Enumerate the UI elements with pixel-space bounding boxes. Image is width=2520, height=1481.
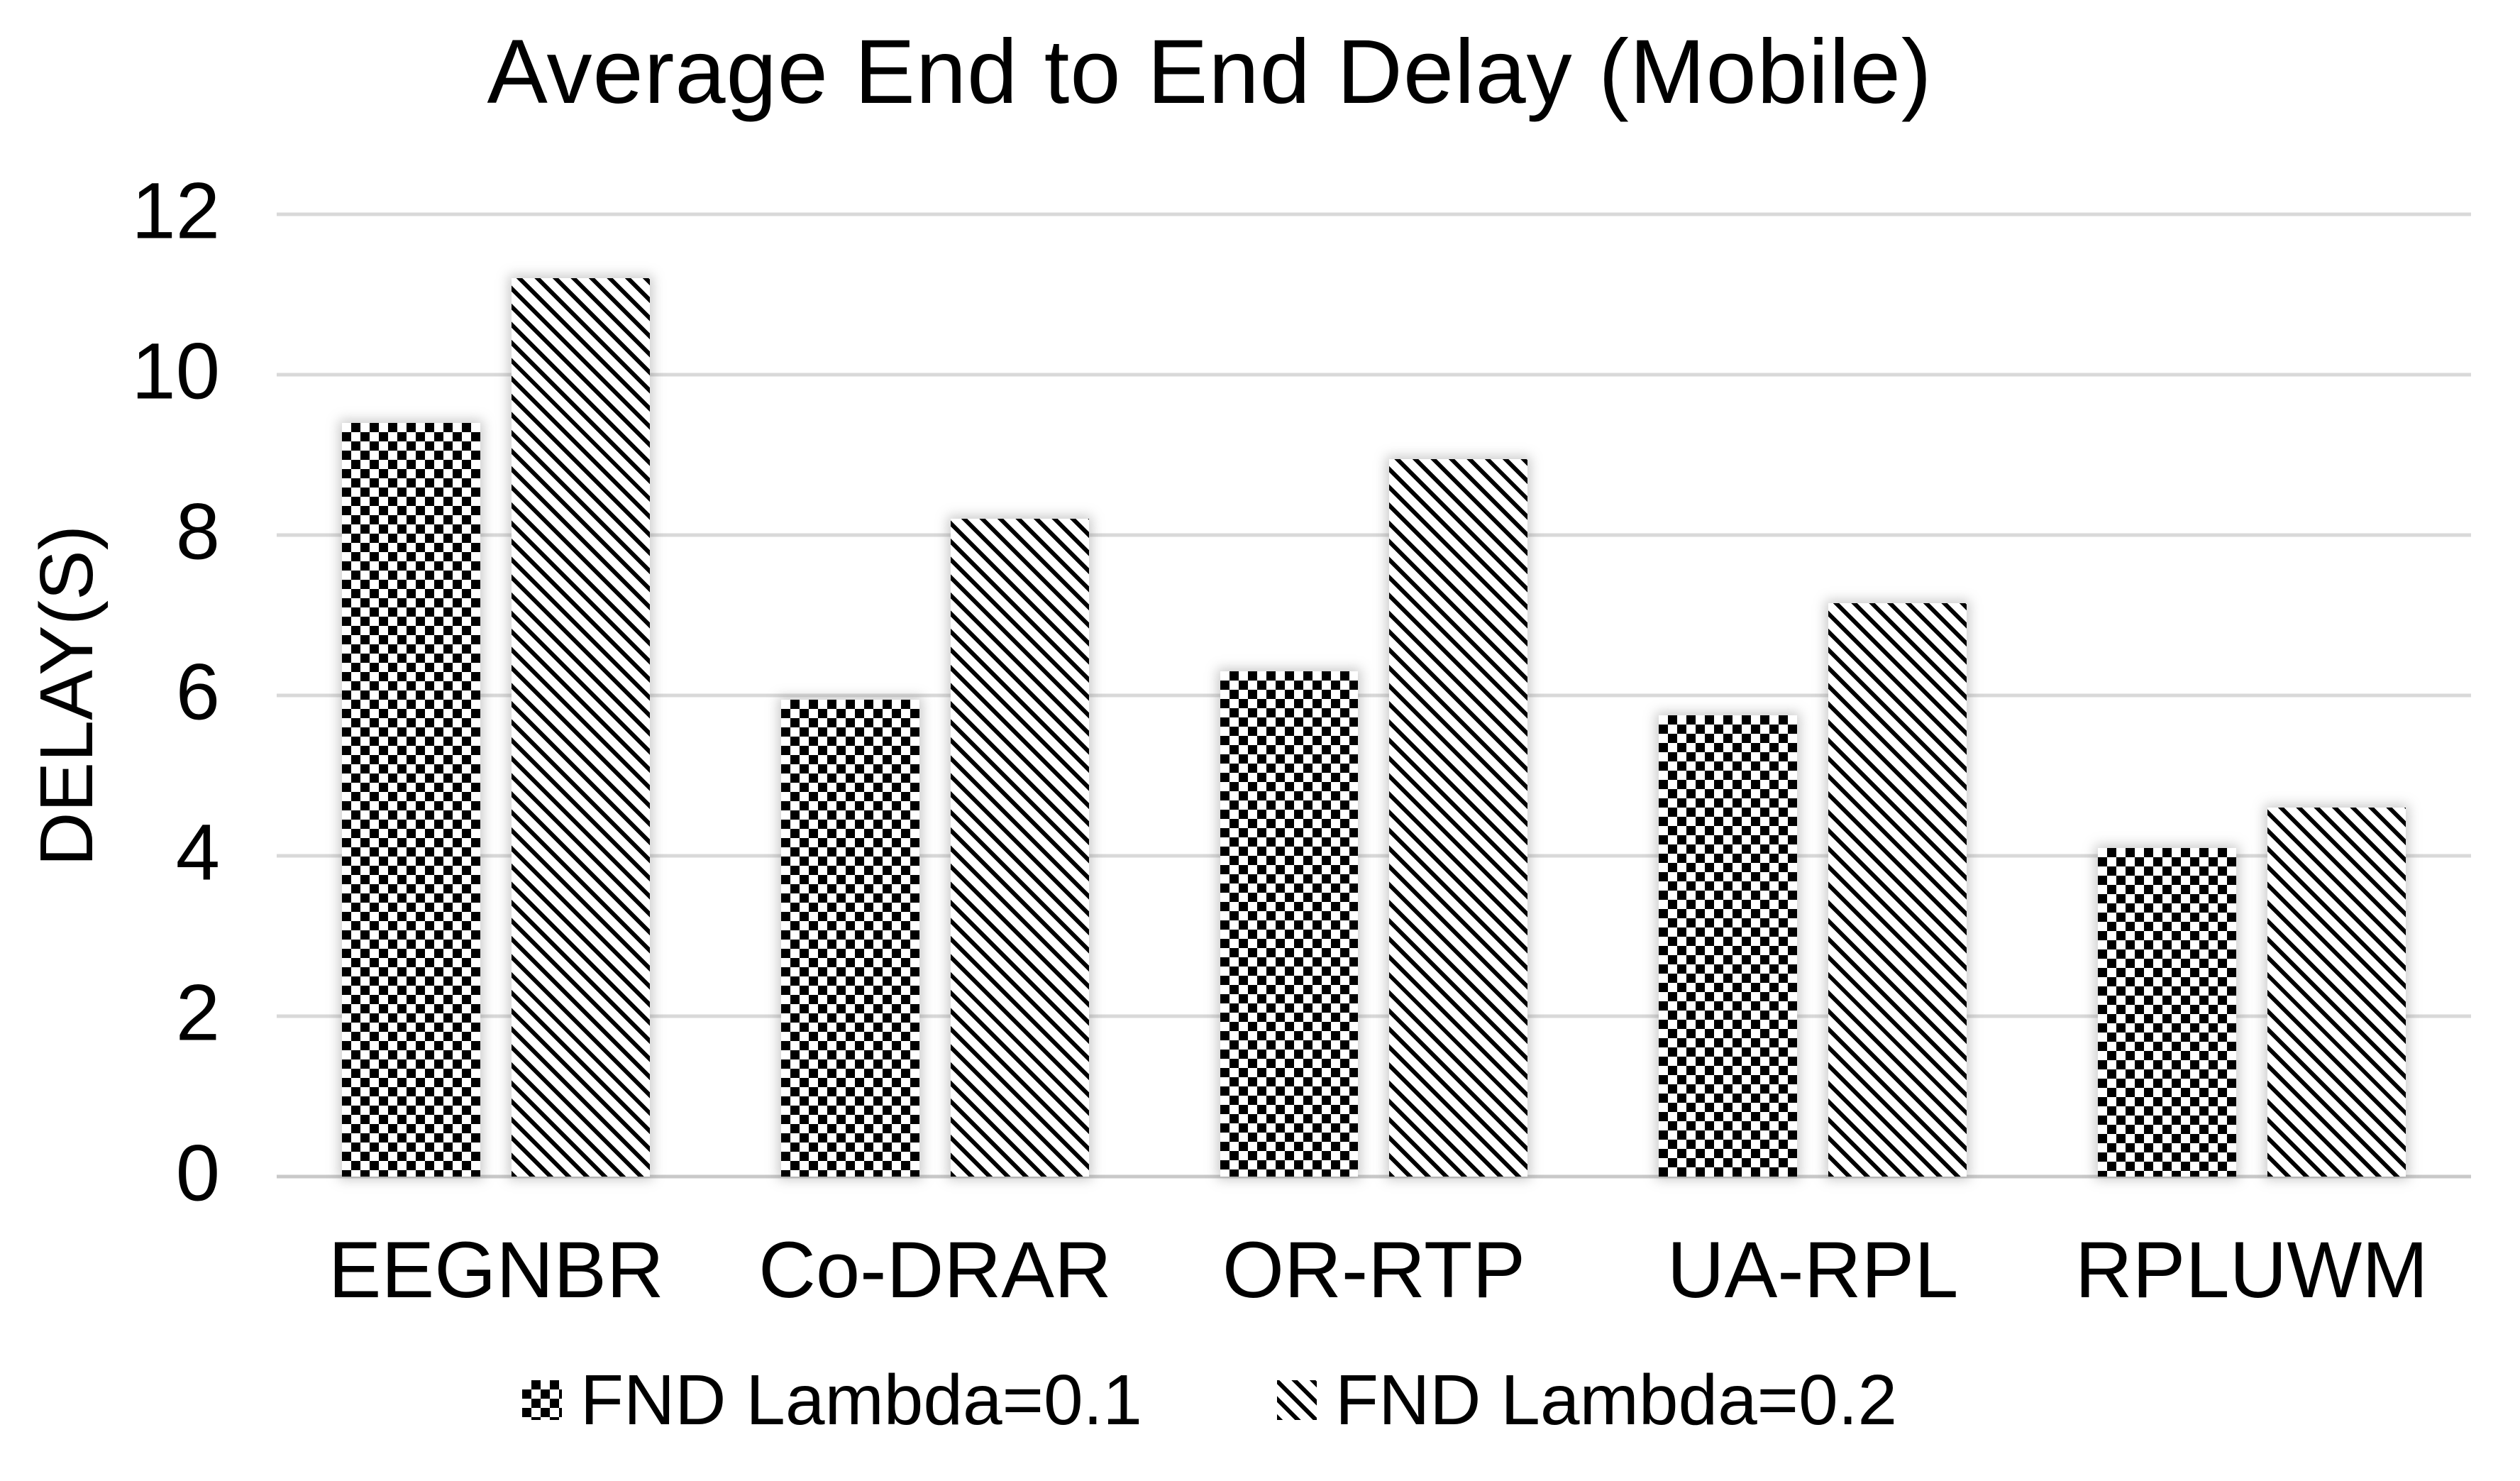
y-tick-label-10: 10 xyxy=(131,326,220,416)
bar-or-rtp-fnd-lambda-0.1 xyxy=(1220,671,1359,1177)
bar-group-ua-rpl xyxy=(1593,214,2033,1177)
y-tick-label-8: 8 xyxy=(175,487,220,576)
bar-or-rtp-fnd-lambda-0.2 xyxy=(1389,458,1528,1177)
bar-co-drar-fnd-lambda-0.1 xyxy=(781,699,919,1177)
legend-item-diagonal-stripes: FND Lambda=0.2 xyxy=(1277,1361,1897,1439)
checkered-pattern-swatch-icon xyxy=(521,1380,562,1420)
gridline-y-2 xyxy=(277,1014,2471,1018)
bar-rpluwm-fnd-lambda-0.1 xyxy=(2097,847,2236,1177)
x-axis-label-co-drar: Co-DRAR xyxy=(758,1226,1112,1314)
gridline-y-6 xyxy=(277,693,2471,698)
bar-group-rpluwm xyxy=(2032,214,2471,1177)
legend-label: FND Lambda=0.2 xyxy=(1335,1360,1898,1440)
plot-area xyxy=(277,212,2471,1179)
legend-label: FND Lambda=0.1 xyxy=(580,1360,1142,1440)
bar-groups xyxy=(277,214,2471,1177)
x-axis-label-eegnbr: EEGNBR xyxy=(328,1226,664,1314)
bar-co-drar-fnd-lambda-0.2 xyxy=(950,519,1089,1177)
x-axis-line xyxy=(277,1174,2471,1179)
bar-group-eegnbr xyxy=(277,214,716,1177)
chart-title: Average End to End Delay (Mobile) xyxy=(487,21,1933,123)
y-tick-label-6: 6 xyxy=(175,647,220,737)
gridline-y-4 xyxy=(277,854,2471,858)
diagonal-stripes-pattern-swatch-icon xyxy=(1277,1380,1317,1420)
x-axis-label-rpluwm: RPLUWM xyxy=(2074,1226,2428,1314)
bar-ua-rpl-fnd-lambda-0.1 xyxy=(1659,715,1798,1177)
bar-eegnbr-fnd-lambda-0.2 xyxy=(512,278,651,1177)
y-tick-labels: 0 2 4 6 8 10 12 xyxy=(0,171,220,1213)
y-tick-label-12: 12 xyxy=(131,166,220,255)
y-tick-label-4: 4 xyxy=(175,808,220,897)
gridline-y-12 xyxy=(277,212,2471,216)
bar-eegnbr-fnd-lambda-0.1 xyxy=(342,422,481,1177)
legend-item-checkered: FND Lambda=0.1 xyxy=(521,1360,1142,1440)
x-axis-label-ua-rpl: UA-RPL xyxy=(1667,1226,1959,1314)
bar-rpluwm-fnd-lambda-0.2 xyxy=(2267,808,2406,1177)
gridline-y-10 xyxy=(277,373,2471,377)
bar-ua-rpl-fnd-lambda-0.2 xyxy=(1828,603,1967,1177)
legend: FND Lambda=0.1 FND Lambda=0.2 xyxy=(0,1361,2419,1439)
x-axis-label-or-rtp: OR-RTP xyxy=(1222,1226,1526,1314)
y-tick-label-2: 2 xyxy=(175,968,220,1057)
bar-group-or-rtp xyxy=(1154,214,1593,1177)
y-tick-label-0: 0 xyxy=(175,1128,220,1218)
x-axis-labels: EEGNBR Co-DRAR OR-RTP UA-RPL RPLUWM xyxy=(277,1225,2471,1316)
gridline-y-8 xyxy=(277,533,2471,537)
bar-group-co-drar xyxy=(716,214,1155,1177)
